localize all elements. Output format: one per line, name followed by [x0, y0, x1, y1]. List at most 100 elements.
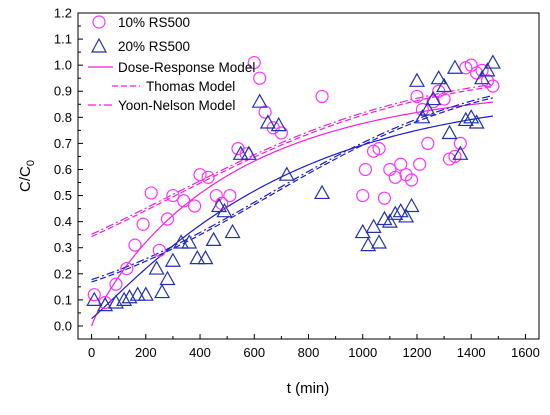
point-20-rs500	[360, 236, 377, 252]
point-20-rs500	[159, 270, 176, 286]
dose-response-10-curve	[91, 101, 493, 327]
point-20-rs500	[232, 145, 249, 160]
x-tick-label: 1400	[457, 345, 486, 360]
point-20-rs500	[314, 184, 331, 200]
point-20-rs500	[365, 218, 382, 233]
point-10-rs500	[152, 243, 166, 257]
point-10-rs500	[413, 157, 427, 171]
point-10-rs500	[166, 188, 180, 203]
x-tick-label: 1200	[403, 345, 432, 360]
point-20-rs500	[387, 205, 404, 220]
x-axis-title: t (min)	[287, 380, 330, 397]
point-20-rs500	[224, 223, 241, 239]
point-10-rs500	[358, 162, 373, 177]
point-20-rs500	[189, 249, 206, 265]
point-20-rs500	[210, 197, 228, 213]
point-20-rs500	[181, 234, 198, 249]
point-10-rs500	[201, 170, 215, 184]
point-10-rs500	[453, 136, 467, 150]
point-20-rs500	[148, 260, 165, 275]
y-tick-label: 0.2	[54, 266, 72, 281]
point-10-rs500	[120, 261, 134, 276]
point-20-rs500	[354, 223, 371, 239]
point-20-rs500	[474, 69, 491, 85]
x-tick-label: 400	[189, 345, 211, 360]
point-10-rs500	[315, 89, 329, 104]
point-10-rs500	[486, 79, 500, 93]
point-20-rs500	[251, 93, 268, 108]
point-10-rs500	[109, 277, 123, 291]
legend-label-yoon-nelson: Yoon-Nelson Model	[118, 98, 235, 113]
point-20-rs500	[419, 101, 436, 116]
point-10-rs500	[421, 136, 435, 150]
legend: 10% RS500 20% RS500 Dose-Response Model …	[88, 15, 255, 113]
point-10-rs500	[223, 188, 237, 203]
point-20-rs500	[479, 62, 496, 77]
point-20-rs500	[392, 202, 409, 218]
point-20-rs500	[270, 116, 287, 132]
y-tick-label: 0.7	[54, 136, 72, 151]
legend-label-20-rs500: 20% RS500	[118, 39, 190, 54]
point-20-rs500	[457, 111, 474, 127]
axis-ticks	[78, 12, 526, 340]
point-10-rs500	[437, 92, 451, 106]
y-tick-label: 0.6	[54, 162, 72, 177]
legend-marker-10-rs500	[92, 15, 106, 29]
y-tick-label: 0.8	[54, 110, 72, 125]
model-curves	[91, 83, 494, 327]
point-20-rs500	[484, 54, 501, 69]
point-10-rs500	[253, 71, 267, 85]
point-20-rs500	[403, 197, 420, 213]
point-10-rs500	[410, 89, 424, 104]
y-axis-title-main: C/C	[17, 166, 34, 192]
y-tick-labels: 0.0 0.1 0.2 0.3 0.4 0.5 0.6 0.7 0.8 0.9 1.0 1.1 1.2	[54, 6, 72, 334]
y-axis-title-subscript: 0	[25, 160, 37, 166]
legend-label-10-rs500: 10% RS500	[118, 15, 190, 30]
y-tick-label: 1.2	[54, 6, 72, 21]
point-20-rs500	[86, 291, 103, 306]
point-10-rs500	[377, 191, 392, 205]
point-20-rs500	[164, 252, 181, 267]
point-20-rs500	[259, 114, 276, 129]
point-20-rs500	[425, 90, 442, 106]
point-20-rs500	[173, 234, 190, 249]
y-tick-label: 0.9	[54, 84, 72, 99]
y-tick-label: 1.0	[54, 58, 72, 73]
point-10-rs500	[177, 194, 191, 208]
x-tick-label: 800	[298, 345, 320, 360]
point-10-rs500	[87, 288, 101, 302]
point-10-rs500	[247, 55, 261, 70]
point-20-rs500	[116, 291, 133, 306]
y-tick-label: 0.1	[54, 292, 72, 307]
point-20-rs500	[129, 286, 146, 301]
point-10-rs500	[188, 199, 202, 213]
x-tick-label: 0	[88, 345, 95, 360]
legend-label-thomas: Thomas Model	[146, 79, 235, 94]
point-10-rs500	[448, 149, 462, 164]
y-tick-label: 0.3	[54, 240, 72, 255]
point-10-rs500	[136, 217, 150, 231]
point-20-rs500	[441, 124, 458, 140]
point-10-rs500	[372, 142, 386, 156]
point-20-rs500	[97, 296, 114, 312]
y-tick-label: 0.0	[54, 318, 72, 333]
point-20-rs500	[370, 234, 388, 249]
point-20-rs500	[240, 145, 257, 160]
point-10-rs500	[404, 173, 419, 187]
point-20-rs500	[205, 231, 222, 246]
x-tick-label: 200	[135, 345, 157, 360]
point-20-rs500	[197, 249, 214, 265]
y-tick-label: 1.1	[54, 32, 72, 47]
x-tick-label: 1000	[348, 345, 377, 360]
x-tick-label: 1600	[511, 345, 540, 360]
point-20-rs500	[121, 289, 138, 304]
point-10-rs500	[258, 105, 272, 119]
point-20-rs500	[463, 109, 480, 124]
point-20-rs500	[398, 208, 415, 223]
point-20-rs500	[430, 69, 447, 85]
point-10-rs500	[394, 157, 408, 171]
point-10-rs500	[193, 168, 207, 182]
point-20-rs500	[154, 283, 171, 299]
legend-label-dose-response: Dose-Response Model	[118, 60, 255, 75]
